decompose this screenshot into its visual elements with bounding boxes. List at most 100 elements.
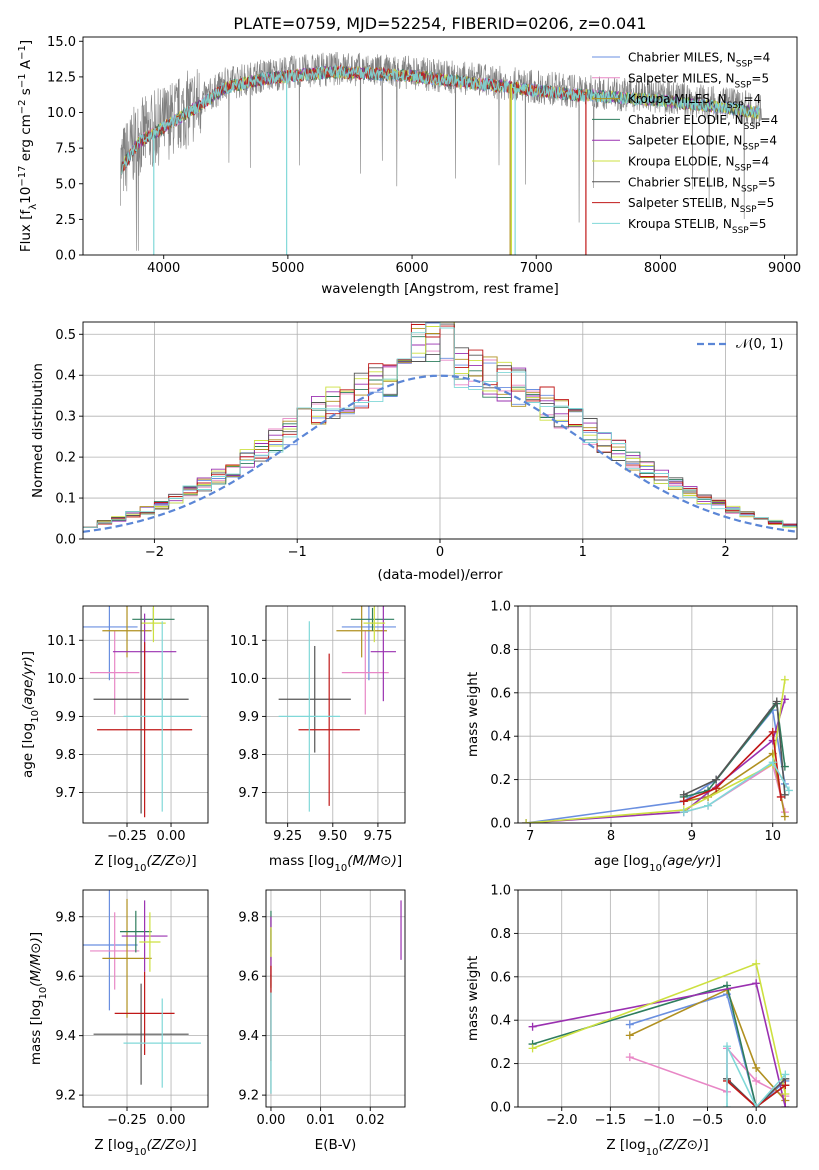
axes-frame [265,889,406,1108]
label-part: −1 [17,73,28,88]
weight-marker [752,959,761,968]
x-tick-label: 1 [579,545,587,560]
histogram-step [83,324,797,528]
x-tick-label: 7 [526,829,534,844]
y-tick-label: 0.8 [490,643,511,658]
weight-marker [780,790,789,799]
legend-sub: SSP [735,164,752,174]
y-tick-label: 10.0 [47,106,76,121]
x-tick-label: 8 [607,829,615,844]
y-tick-label: 9.2 [238,1089,259,1104]
axes-frame [517,605,798,824]
weight-marker [781,1089,790,1098]
label-part: 10 [134,1147,147,1158]
x-tick-label: −0.25 [107,829,147,844]
y-tick-label: 9.8 [55,910,76,925]
weight-line [726,1080,786,1107]
label-part: ] [191,853,196,869]
y-axis-label: mass weight [465,672,481,757]
y-tick-label: 0.4 [490,1014,511,1029]
y-tick-label: 9.8 [55,748,76,763]
y-tick-label: 0.8 [490,927,511,942]
axes-age_vs_mass: 9.25 9.50 9.75 9.7 9.8 9.9 10.0 10.1 mass [log10… [230,605,406,874]
grid [83,890,208,1107]
label-part: (Z/Z⊙) [146,1137,191,1153]
label-part: 10 [649,863,662,874]
label-part: 10 [38,987,49,1000]
weight-marker [780,675,789,684]
legend-sub: SSP [740,205,757,215]
label-part: −1 [17,45,28,60]
weight-line [683,730,782,803]
label-part: 10 [18,187,34,204]
axes-frame [517,889,798,1108]
grid [266,606,405,823]
y-tick-label: 10.1 [47,634,76,649]
grid [266,890,405,1107]
x-tick-label: 0 [436,545,444,560]
y-tick-label: 7.5 [55,142,76,157]
y-tick-label: 15.0 [47,35,76,50]
label-part: 10 [334,863,347,874]
x-tick-label: 7000 [520,261,553,276]
x-tick-label: 0.02 [356,1113,385,1128]
histogram-step [83,323,797,528]
weight-line [526,679,786,823]
y-tick-label: 9.8 [238,910,259,925]
x-axis-label: age [log10(age/yr)] [594,853,721,874]
y-axis-label: mass weight [465,956,481,1041]
label-part: 10 [646,1147,659,1158]
x-axis-label: (data-model)/error [377,567,503,583]
x-tick-label: 9000 [768,261,801,276]
grid [518,889,797,1108]
y-tick-label: 10.0 [47,672,76,687]
x-tick-label: −1.5 [595,1113,627,1128]
label-part: mass [log [28,1000,44,1066]
y-tick-label: 9.4 [55,1029,76,1044]
label-part: 10 [134,863,147,874]
label-part: −2 [17,99,28,114]
model-spectrum [120,64,760,175]
y-tick-label: 0.1 [55,492,76,507]
legend-name: Chabrier STELIB, N [628,175,741,189]
label-part: ] [716,853,721,869]
label-part: age [log [20,723,36,778]
axes-spectrum: 4000 5000 6000 7000 8000 9000 0.0 2.5 5.0 7.5 10.0… [17,35,802,297]
x-axis-label: Z [log10(Z/Z⊙)] [94,853,196,874]
x-tick-label: −2 [145,545,164,560]
normal-curve [83,374,797,533]
y-tick-label: 0.6 [490,686,511,701]
label-part: E(B-V) [315,1137,357,1153]
y-tick-label: 0.4 [490,730,511,745]
weight-marker [679,808,688,817]
weight-marker [752,1103,761,1107]
y-tick-label: 0.2 [490,1057,511,1072]
x-tick-label: 4000 [147,261,180,276]
weight-marker [625,1053,634,1062]
legend-entry: Salpeter ELODIE, NSSP=4 [628,134,777,153]
weight-marker [712,784,721,793]
legend-entry: 𝒩(0, 1) [736,337,783,352]
x-axis-label: mass [log10(M/M⊙)] [269,853,402,874]
x-tick-label: 0.00 [157,1113,186,1128]
legend-eq: =4 [751,155,769,169]
y-tick-label: 0.5 [55,328,76,343]
y-tick-label: 1.0 [490,600,511,615]
label-part: Z [log [606,1137,645,1153]
weight-marker [522,819,531,823]
y-axis-label: mass [log10(M/M⊙)] [28,932,49,1065]
legend-sub: SSP [741,184,758,194]
label-part: ] [18,40,34,45]
model-spectrum [121,64,587,175]
y-tick-label: 0.6 [490,970,511,985]
weight-marker [752,1063,761,1072]
legend-sub: SSP [735,80,752,90]
x-tick-label: 0.01 [306,1113,335,1128]
axes-frame [82,889,209,1108]
weight-marker [752,1076,761,1085]
weight-line [726,1078,786,1107]
weight-line [683,701,786,798]
label-part: erg cm [18,114,34,165]
axes-weight_vs_Z: −2.0 −1.5 −1.0 −0.5 0.0 0.0 0.2 0.4 0.6 0.8 1.0 Z [… [465,884,798,1158]
